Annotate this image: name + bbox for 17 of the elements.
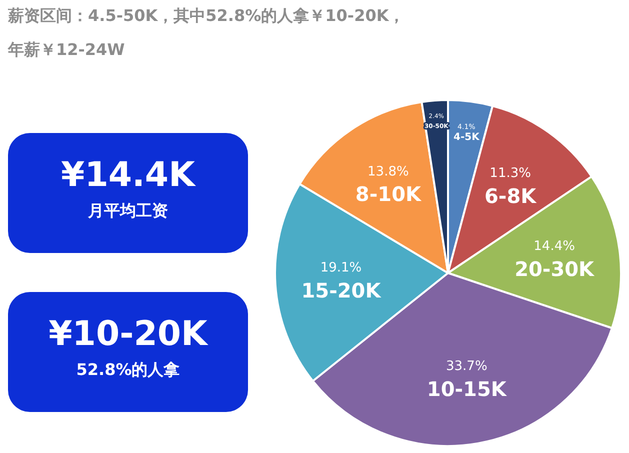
text: ¥10-20K — [48, 314, 210, 354]
slice-label: 6-8K — [484, 184, 538, 208]
text: 52.8%的人拿 — [75, 360, 181, 381]
text: 月平均工资 — [87, 201, 169, 222]
data-label: 13.8% — [368, 164, 409, 180]
data-label: 33.7% — [446, 359, 488, 374]
text: ¥14.4K — [60, 155, 197, 195]
slice-label: 8-10K — [355, 182, 422, 206]
chart-title: 薪资区间：4.5-50K，其中52.8%的人拿￥10-20K， — [8, 6, 405, 27]
slice-label: 20-30K — [514, 256, 596, 281]
slice-label: 15-20K — [301, 278, 382, 302]
data-label: 14.4% — [534, 239, 575, 254]
slice-label: 10-15K — [426, 376, 508, 401]
data-label: 11.3% — [490, 166, 531, 182]
slice-label: 4-5K — [454, 132, 481, 143]
data-label: 19.1% — [320, 260, 362, 276]
text: 年薪￥12-24W — [8, 40, 125, 61]
